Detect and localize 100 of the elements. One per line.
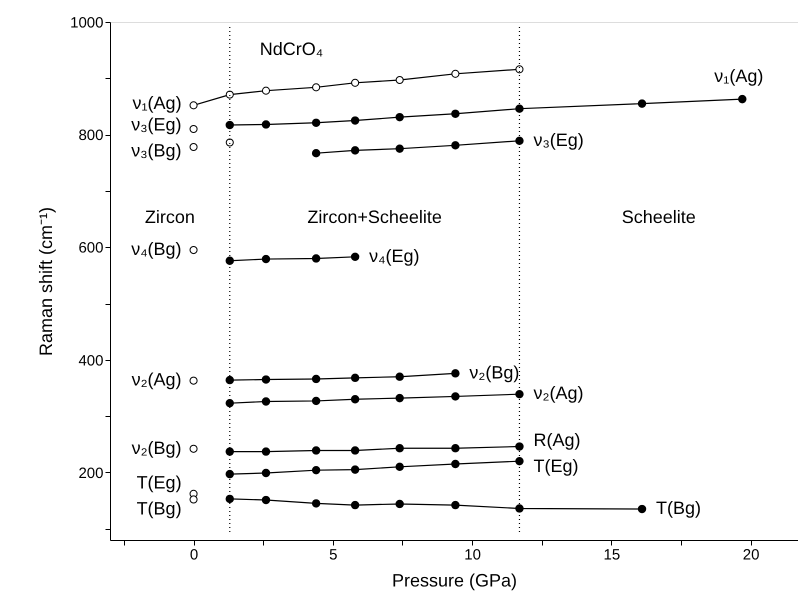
- point: [350, 446, 360, 455]
- point: [312, 118, 320, 127]
- point: [515, 104, 524, 113]
- series-label: T(Eg): [136, 472, 182, 493]
- point: [226, 470, 234, 478]
- point: [515, 390, 524, 398]
- point: [350, 500, 360, 510]
- series-label: ν₂(Bg): [132, 438, 182, 458]
- point: [262, 496, 270, 504]
- point: [451, 369, 460, 378]
- series-label: ν₂(Ag): [533, 383, 584, 404]
- x-tick-label: 10: [464, 546, 481, 564]
- point: [226, 138, 234, 147]
- point: [190, 444, 198, 453]
- y-tick-label: 400: [78, 352, 104, 370]
- point: [350, 146, 360, 155]
- y-axis-title: Raman shift (cm⁻¹): [36, 206, 56, 356]
- point: [226, 120, 234, 130]
- series-label: ν₃(Eg): [131, 114, 182, 135]
- point: [638, 504, 646, 514]
- point: [190, 142, 198, 152]
- point: [395, 394, 404, 402]
- series-label: ν₁(Ag): [132, 93, 182, 114]
- point: [451, 444, 460, 452]
- point: [262, 86, 270, 95]
- point: [395, 112, 404, 122]
- point: [451, 141, 460, 150]
- point: [350, 465, 360, 474]
- point: [190, 376, 198, 385]
- series-label: T(Bg): [656, 498, 702, 518]
- point: [351, 78, 360, 87]
- y-tick-label: 200: [78, 464, 104, 482]
- point: [226, 256, 234, 265]
- x-tick-label: 0: [190, 546, 198, 564]
- point: [312, 83, 320, 92]
- point: [226, 398, 234, 408]
- point: [262, 254, 270, 264]
- point: [190, 246, 198, 254]
- series-label: ν₁(Ag): [714, 66, 764, 86]
- point: [226, 447, 234, 456]
- annotation: NdCrO₄: [260, 39, 324, 59]
- annotation: Zircon+Scheelite: [307, 207, 442, 227]
- point: [262, 447, 270, 456]
- x-axis-title: Pressure (GPa): [392, 570, 518, 590]
- point: [395, 462, 404, 472]
- point: [312, 499, 320, 508]
- point: [515, 456, 524, 466]
- y-tick-label: 800: [78, 127, 104, 144]
- point: [515, 65, 524, 74]
- point: [451, 70, 460, 78]
- point: [350, 252, 360, 261]
- point: [312, 374, 320, 384]
- point: [312, 148, 320, 158]
- y-tick-label: 1000: [70, 14, 104, 32]
- point: [226, 90, 234, 99]
- point: [226, 494, 234, 504]
- series-label: ν₂(Bg): [469, 362, 520, 382]
- series-label: ν₃(Eg): [533, 130, 584, 150]
- point: [451, 392, 460, 401]
- point: [190, 101, 198, 110]
- point: [515, 504, 524, 513]
- x-tick-label: 5: [329, 546, 338, 564]
- point: [262, 397, 270, 406]
- series-label: ν₃(Bg): [131, 140, 182, 161]
- point: [395, 500, 404, 508]
- point: [312, 446, 320, 455]
- y-tick-label: 600: [78, 240, 104, 257]
- point: [451, 500, 460, 510]
- point: [451, 460, 460, 468]
- point: [395, 372, 404, 381]
- point: [262, 375, 270, 384]
- series-label: ν₄(Eg): [369, 246, 420, 266]
- point: [451, 110, 460, 118]
- point: [226, 376, 234, 384]
- point: [395, 444, 404, 452]
- series-label: ν₄(Bg): [131, 239, 182, 260]
- point: [262, 468, 270, 478]
- point: [190, 124, 198, 134]
- point: [396, 76, 404, 84]
- point: [395, 144, 404, 153]
- series-label: T(Eg): [533, 456, 578, 476]
- point: [515, 442, 524, 451]
- point: [350, 374, 360, 382]
- point: [350, 395, 360, 404]
- point: [312, 466, 320, 474]
- annotation: Scheelite: [622, 207, 696, 227]
- series-label: T(Bg): [136, 498, 182, 519]
- point: [312, 254, 320, 263]
- annotation: Zircon: [144, 207, 195, 227]
- point: [190, 495, 198, 504]
- point: [350, 116, 360, 125]
- point: [638, 99, 646, 108]
- point: [312, 396, 320, 406]
- series-label: R(Ag): [533, 430, 580, 450]
- point: [738, 94, 746, 104]
- x-tick-label: 20: [742, 546, 760, 564]
- x-tick-label: 15: [604, 546, 620, 564]
- series-label: ν₂(Ag): [132, 370, 182, 390]
- point: [515, 136, 524, 146]
- point: [262, 120, 270, 129]
